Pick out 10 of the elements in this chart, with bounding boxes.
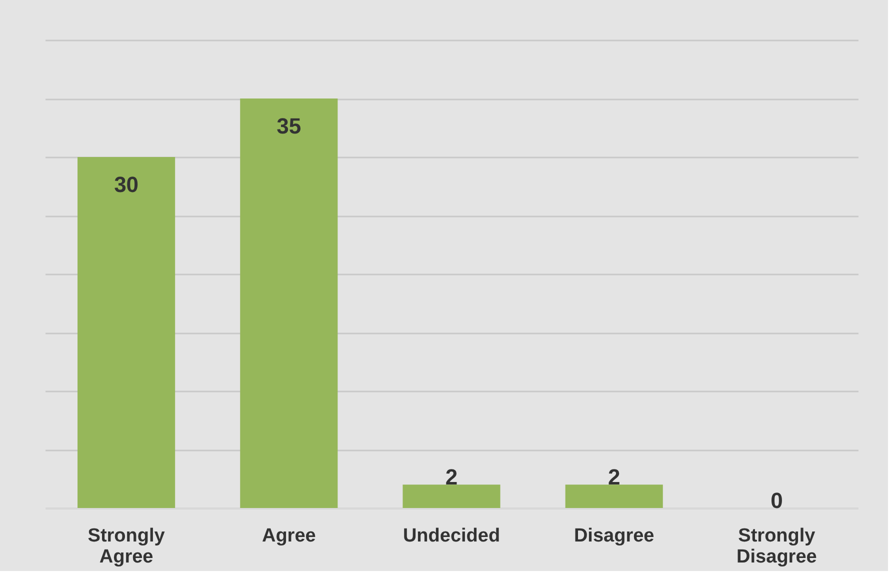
data-label: 35 — [276, 114, 302, 138]
x-tick-label: Strongly Agree — [88, 526, 166, 568]
x-tick-label: Agree — [262, 526, 316, 546]
data-label: 2 — [445, 464, 458, 490]
x-tick-label: Strongly Disagree — [736, 526, 817, 568]
x-tick-label: Disagree — [574, 526, 654, 546]
x-tick-label: Undecided — [402, 526, 500, 546]
data-label: 2 — [608, 464, 620, 490]
data-label: 30 — [114, 172, 139, 197]
data-label: 0 — [770, 488, 783, 513]
